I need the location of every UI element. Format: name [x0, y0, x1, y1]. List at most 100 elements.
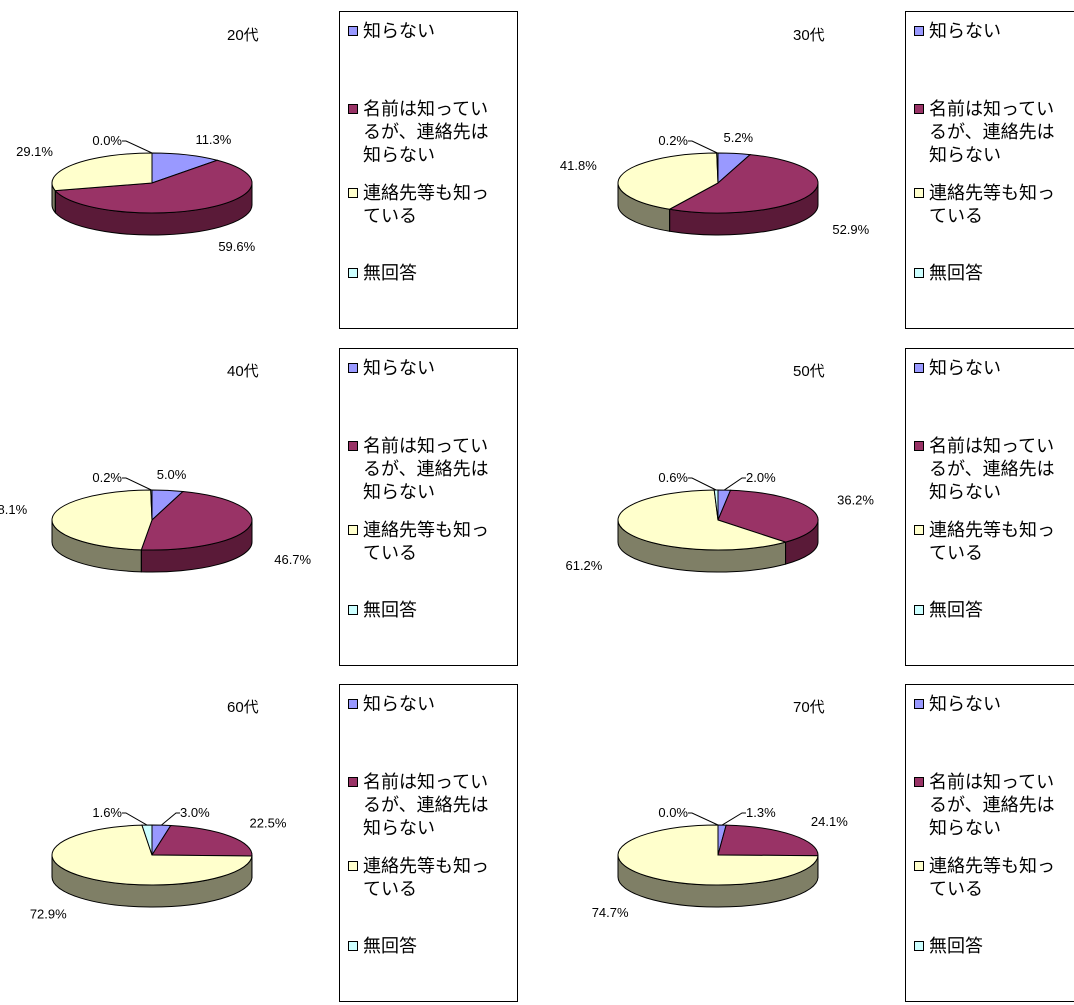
legend-label: 無回答 — [363, 600, 417, 620]
pie-slice — [151, 825, 253, 857]
legend-label: 名前は知ってい るが、連絡先は 知らない — [929, 436, 1055, 502]
legend-label: 名前は知ってい るが、連絡先は 知らない — [929, 99, 1055, 165]
pie-slice — [668, 154, 819, 214]
legend-label: 知らない — [929, 358, 1001, 378]
data-label: 11.3% — [195, 132, 231, 147]
legend-label: 名前は知ってい るが、連絡先は 知らない — [929, 772, 1055, 838]
data-label: 5.2% — [723, 130, 753, 145]
chart-legend: 知らない名前は知ってい るが、連絡先は 知らない連絡先等も知っ ている無回答 — [339, 348, 518, 666]
legend-label: 知らない — [363, 358, 435, 378]
legend-label: 無回答 — [929, 600, 983, 620]
legend-swatch — [914, 699, 924, 709]
legend-swatch — [914, 104, 924, 114]
legend-swatch — [348, 699, 358, 709]
legend-swatch — [348, 777, 358, 787]
legend-swatch — [914, 861, 924, 871]
legend-swatch — [914, 188, 924, 198]
legend-swatch — [348, 363, 358, 373]
leader-line — [122, 140, 153, 154]
data-label: 29.1% — [16, 144, 53, 159]
legend-swatch — [914, 525, 924, 535]
data-label: 0.2% — [92, 470, 122, 485]
legend-label: 連絡先等も知っ ている — [929, 856, 1055, 899]
leader-line — [721, 812, 746, 826]
legend-swatch — [348, 26, 358, 36]
pie-slice — [140, 490, 253, 551]
chart-title: 60代 — [227, 699, 259, 716]
chart-title: 40代 — [227, 363, 259, 380]
legend-label: 無回答 — [363, 263, 417, 283]
leader-line — [723, 477, 746, 491]
pie-chart: 3.0% 22.5% 72.9% 1.6% — [30, 805, 287, 921]
pie-slice — [617, 152, 719, 210]
data-label: 59.6% — [218, 239, 255, 254]
legend-label: 連絡先等も知っ ている — [363, 520, 489, 563]
pie-slice — [617, 824, 819, 886]
legend-label: 名前は知ってい るが、連絡先は 知らない — [363, 436, 489, 502]
pie-slice — [717, 489, 819, 543]
legend-swatch — [348, 441, 358, 451]
legend-label: 知らない — [363, 21, 435, 41]
chart-legend: 知らない 名前は知ってい るが、連絡先は 知らない 連絡先等も知っ ている 無回答 — [905, 11, 1074, 329]
data-label: 52.9% — [832, 222, 869, 237]
legend-swatch — [914, 26, 924, 36]
data-label: 0.0% — [92, 133, 122, 148]
data-label: 24.1% — [811, 814, 848, 829]
chart-title: 50代 — [793, 363, 825, 380]
legend-label: 無回答 — [929, 263, 983, 283]
pie-slice — [717, 824, 819, 857]
data-label: 46.7% — [274, 552, 311, 567]
legend-label: 名前は知ってい るが、連絡先は 知らない — [363, 99, 489, 165]
legend-swatch — [914, 941, 924, 951]
legend-swatch — [348, 861, 358, 871]
data-label: 2.0% — [746, 470, 776, 485]
legend-swatch — [348, 605, 358, 615]
legend-label: 知らない — [929, 694, 1001, 714]
legend-swatch — [914, 441, 924, 451]
pie-slice — [617, 489, 788, 551]
legend-swatch — [348, 525, 358, 535]
pie-slice — [51, 489, 153, 551]
leader-line — [161, 812, 180, 826]
legend-label: 連絡先等も知っ ている — [929, 520, 1055, 563]
legend-label: 連絡先等も知っ ている — [363, 856, 489, 899]
data-label: 0.0% — [658, 805, 688, 820]
pie-chart: 2.0% 36.2% 61.2% 0.6% — [565, 470, 874, 573]
leader-line — [688, 140, 718, 154]
legend-swatch — [914, 268, 924, 278]
legend-label: 知らない — [363, 694, 435, 714]
pie-slice — [54, 159, 253, 214]
chart-title: 20代 — [227, 27, 259, 44]
leader-line — [122, 812, 148, 826]
legend-label: 連絡先等も知っ ている — [363, 183, 489, 226]
leader-line — [688, 812, 719, 826]
legend-swatch — [914, 363, 924, 373]
data-label: 0.6% — [658, 470, 688, 485]
data-label: 74.7% — [592, 905, 629, 920]
data-label: 36.2% — [837, 493, 874, 508]
legend-label: 無回答 — [929, 936, 983, 956]
pie-chart: 11.3% 59.6% 29.1% 0.0% — [16, 132, 256, 254]
legend-swatch — [914, 605, 924, 615]
chart-title: 30代 — [793, 27, 825, 44]
data-label: 41.8% — [560, 158, 597, 173]
legend-label: 知らない — [929, 21, 1001, 41]
legend-label: 無回答 — [363, 936, 417, 956]
pie-slice — [151, 152, 219, 184]
legend-swatch — [914, 777, 924, 787]
chart-title: 70代 — [793, 699, 825, 716]
pie-chart: 5.0% 46.7% 48.1% 0.2% — [0, 467, 312, 573]
data-label: 0.2% — [658, 133, 688, 148]
chart-legend: 知らない名前は知ってい るが、連絡先は 知らない連絡先等も知っ ている無回答 — [905, 348, 1074, 666]
legend-label: 名前は知ってい るが、連絡先は 知らない — [363, 772, 489, 838]
legend-swatch — [348, 268, 358, 278]
leader-line — [688, 477, 717, 491]
chart-legend: 知らない名前は知ってい るが、連絡先は 知らない連絡先等も知っ ている無回答 — [905, 684, 1074, 1002]
data-label: 72.9% — [30, 906, 67, 921]
data-label: 48.1% — [0, 502, 28, 517]
legend-swatch — [348, 941, 358, 951]
data-label: 3.0% — [180, 805, 210, 820]
legend-swatch — [348, 188, 358, 198]
